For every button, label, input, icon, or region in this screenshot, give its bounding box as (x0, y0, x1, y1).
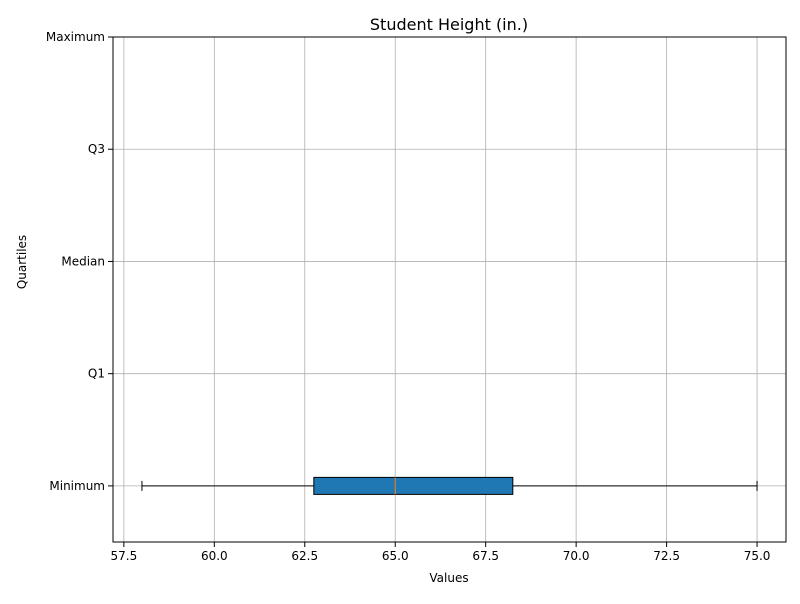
chart-title: Student Height (in.) (370, 15, 528, 34)
x-tick-label: 60.0 (201, 549, 228, 563)
y-axis-label: Quartiles (15, 235, 29, 289)
grid-layer (113, 36, 786, 542)
x-tick-label: 75.0 (744, 549, 771, 563)
y-tick-label: Maximum (46, 30, 105, 44)
iqr-box (313, 476, 514, 495)
x-tick-label: 62.5 (291, 549, 318, 563)
x-tick-label: 70.0 (563, 549, 590, 563)
x-tick-label: 65.0 (382, 549, 409, 563)
y-tick-label: Median (61, 254, 105, 268)
y-tick-label: Minimum (49, 479, 105, 493)
y-tick-label: Q1 (88, 367, 105, 381)
tick-layer: 57.5 60.0 62.5 65.0 67.5 70.0 72.5 75.0 Minimum Q… (46, 30, 771, 563)
plot-frame (112, 36, 787, 543)
x-tick-label: 57.5 (110, 549, 137, 563)
y-tick-label: Q3 (88, 142, 105, 156)
box-layer (141, 476, 758, 495)
x-tick-label: 72.5 (653, 549, 680, 563)
x-tick-label: 67.5 (472, 549, 499, 563)
x-axis-label: Values (429, 571, 468, 585)
